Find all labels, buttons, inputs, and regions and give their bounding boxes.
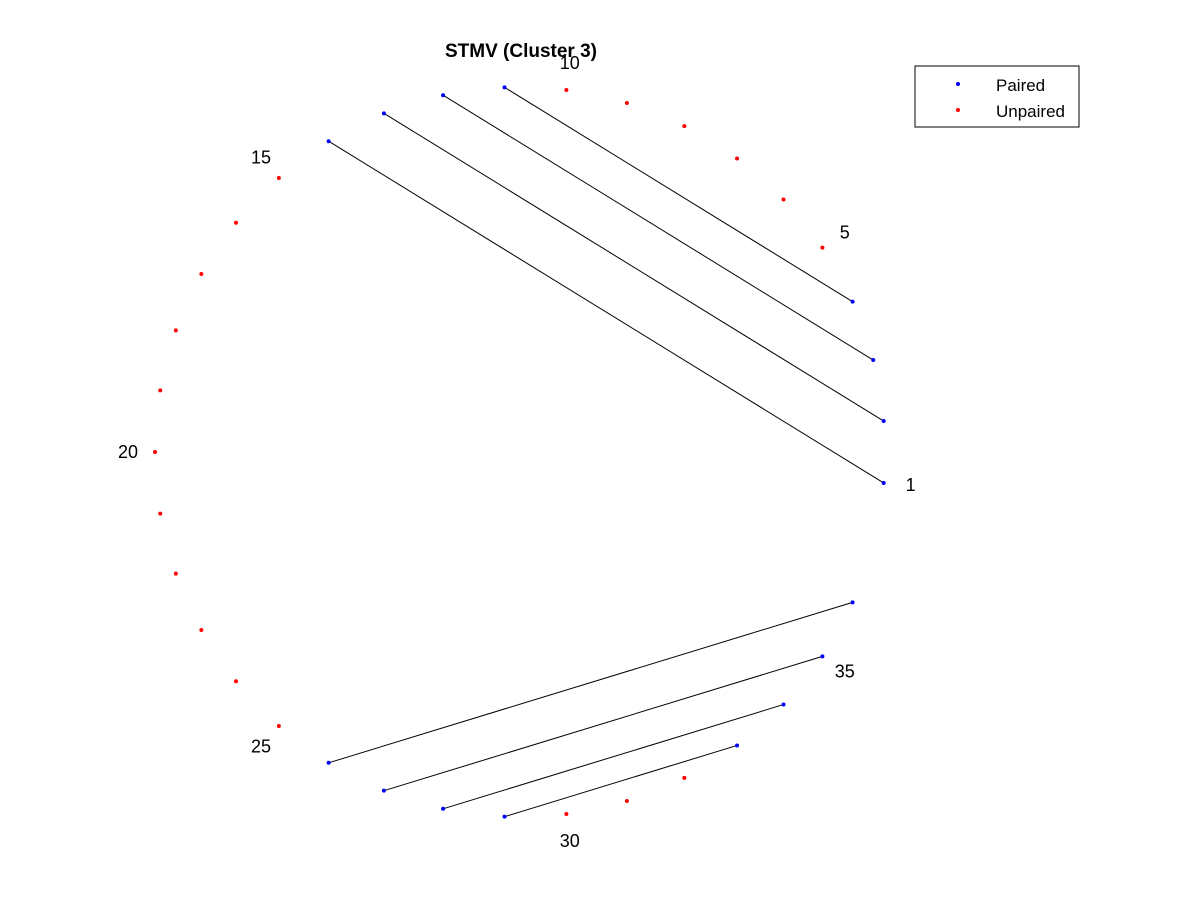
paired-point-28 [441,806,446,811]
unpaired-point-22 [173,571,178,576]
unpaired-point-21 [158,511,163,516]
unpaired-point-8 [682,124,687,129]
pair-line-26-36 [328,601,853,764]
unpaired-point-10 [564,87,569,92]
paired-point-26 [326,760,331,765]
paired-point-29 [502,814,507,819]
paired-point-27 [381,788,386,793]
unpaired-point-6 [781,197,786,202]
unpaired-point-9 [624,100,629,105]
legend-paired-marker [956,82,960,86]
unpaired-point-18 [173,328,178,333]
unpaired-point-32 [682,775,687,780]
paired-point-36 [850,600,855,605]
legend-unpaired-label: Unpaired [996,102,1065,121]
chart-title: STMV (Cluster 3) [445,41,597,62]
unpaired-point-19 [158,388,163,393]
unpaired-point-20 [153,450,157,454]
unpaired-point-16 [234,220,239,225]
position-label-30: 30 [560,831,580,851]
pair-line-1-14 [328,140,884,484]
legend-box [914,65,1080,128]
paired-point-35 [820,654,825,659]
position-label-1: 1 [906,475,916,495]
unpaired-point-5 [820,245,825,250]
pair-line-2-13 [383,112,884,422]
unpaired-point-31 [624,799,629,804]
unpaired-point-25 [276,723,281,728]
paired-point-1 [881,480,886,485]
pair-line-4-11 [504,86,853,303]
position-label-15: 15 [251,148,271,168]
unpaired-point-15 [276,176,281,181]
pair-line-3-12 [442,94,874,361]
pair-line-27-35 [383,655,823,792]
paired-point-3 [871,358,876,363]
unpaired-point-23 [199,628,204,633]
pair-line-29-33 [504,744,738,818]
pair-line-28-34 [442,704,784,810]
position-label-35: 35 [835,662,855,682]
legend-unpaired-marker [956,108,960,112]
unpaired-point-17 [199,271,204,276]
paired-point-33 [735,743,740,748]
paired-point-2 [881,419,886,424]
paired-point-11 [502,85,507,90]
paired-point-12 [441,93,446,98]
unpaired-point-7 [735,156,740,161]
position-points [153,85,886,819]
legend-paired-label: Paired [996,76,1045,95]
position-label-10: 10 [560,53,580,73]
paired-point-13 [381,111,386,116]
position-label-20: 20 [118,442,138,462]
unpaired-point-30 [564,812,569,817]
legend: Paired Unpaired [914,65,1080,128]
position-label-5: 5 [840,222,850,242]
unpaired-point-24 [234,679,239,684]
paired-point-34 [781,702,786,707]
position-label-25: 25 [251,736,271,756]
paired-point-4 [850,299,855,304]
pair-lines [328,86,884,818]
paired-point-14 [326,139,331,144]
